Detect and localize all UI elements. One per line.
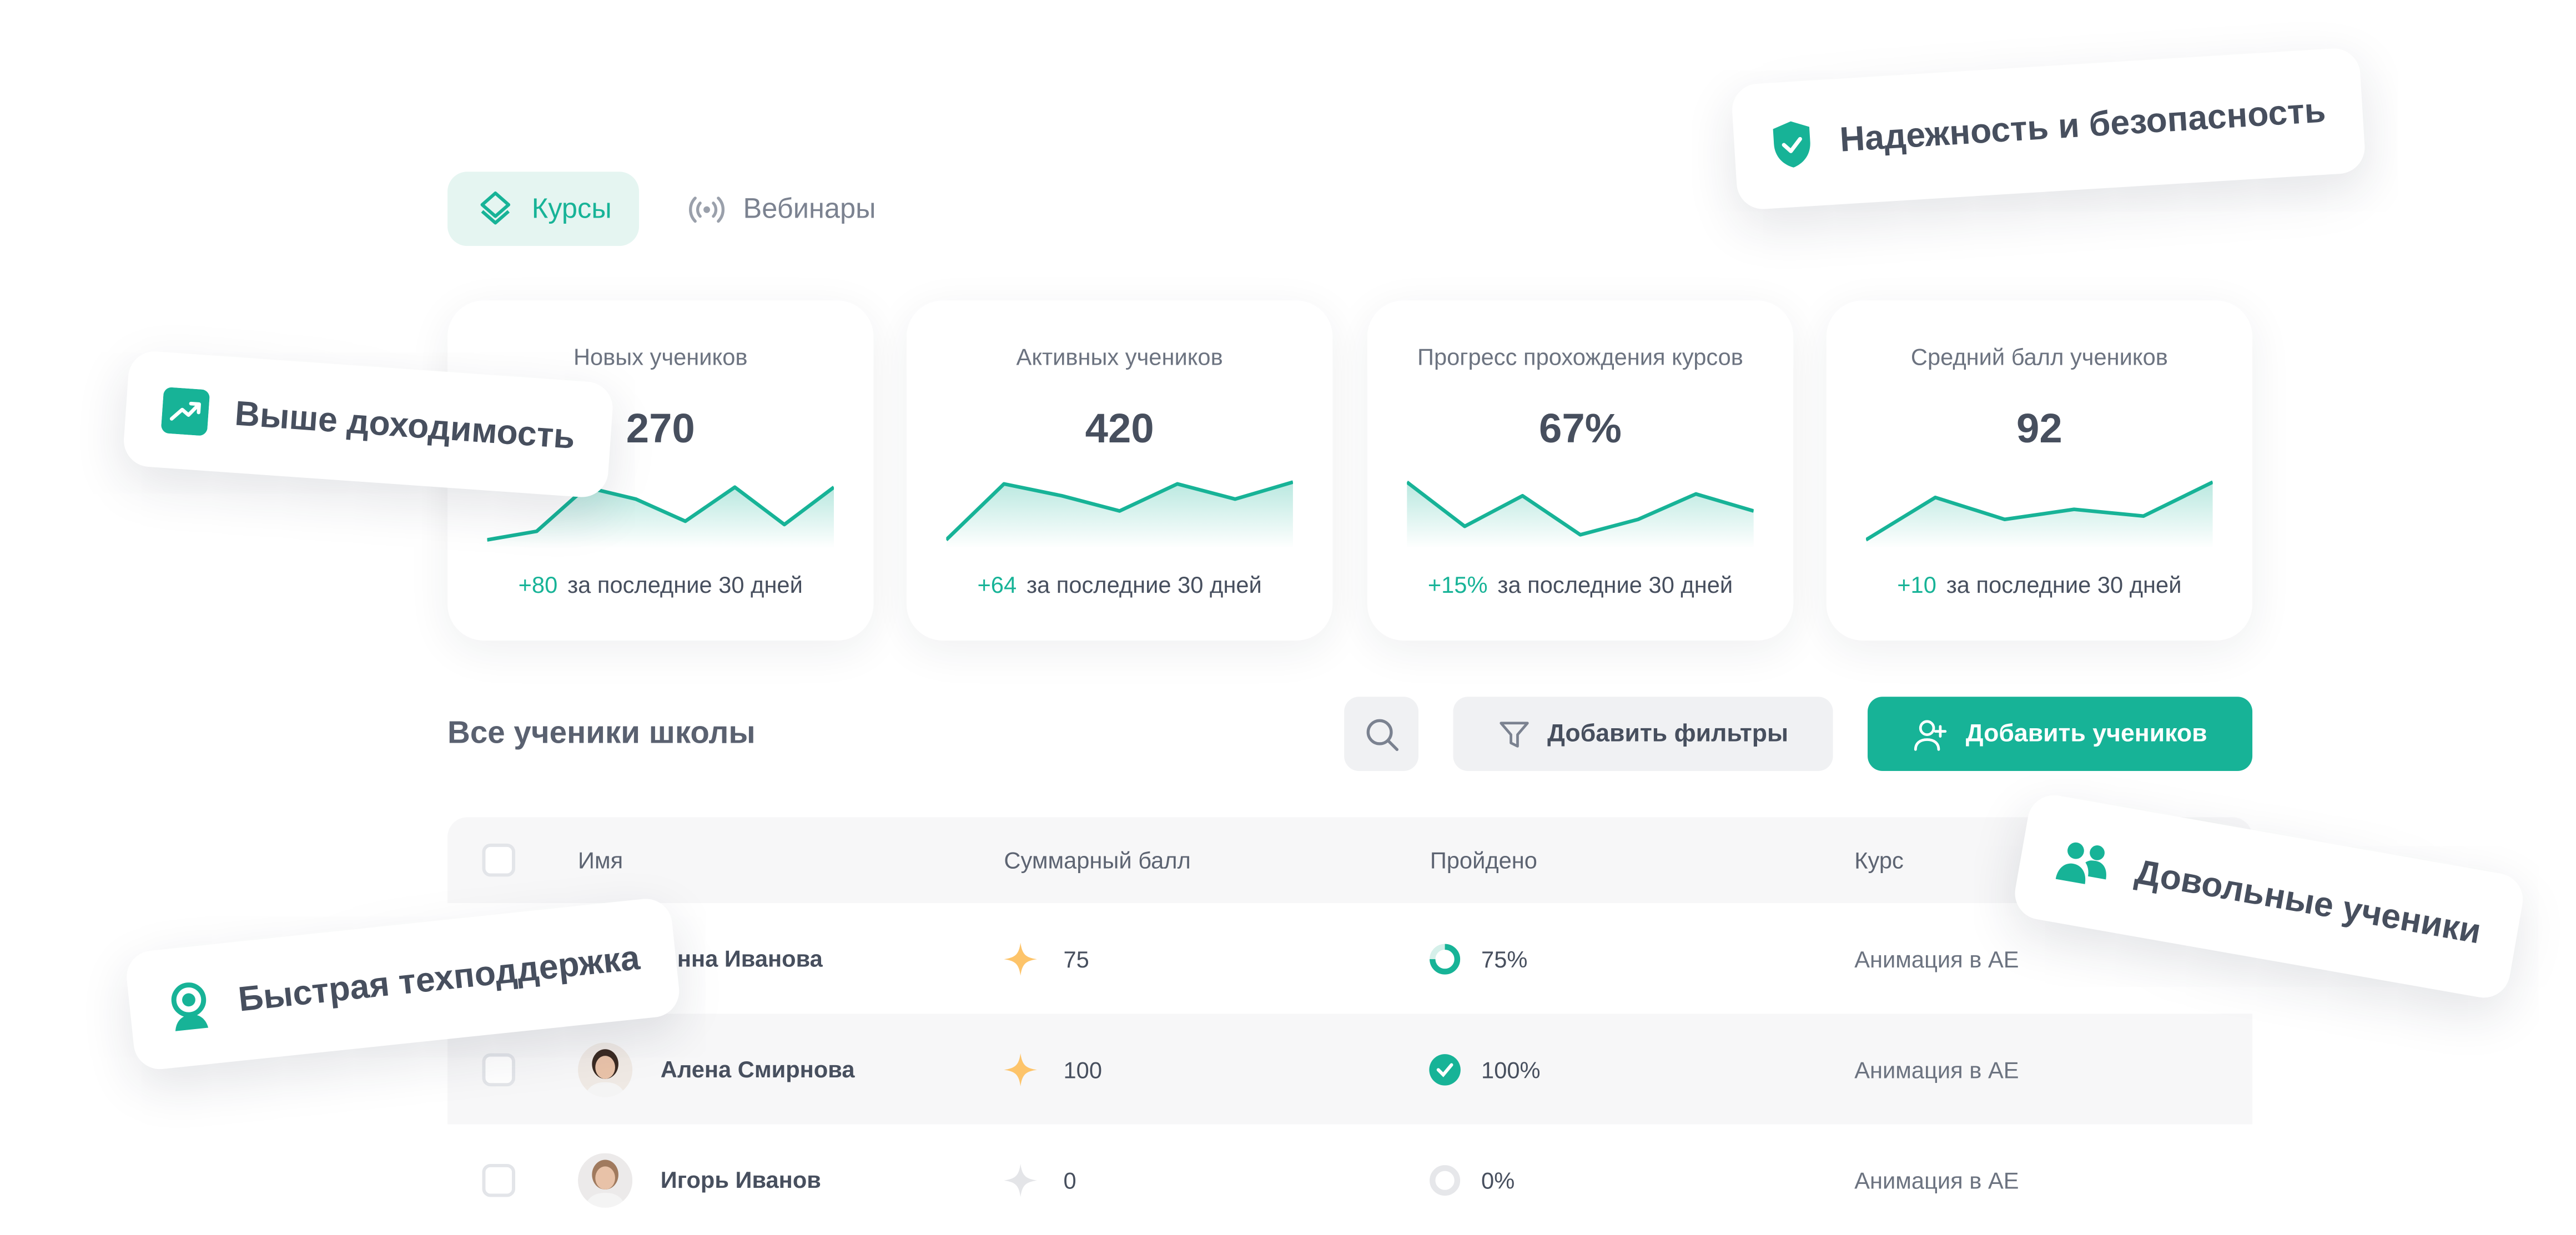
stat-value: 92 [2016,406,2062,452]
sparkline-chart [946,480,1293,548]
sparkline-chart [1866,480,2213,548]
users-icon [2055,842,2106,884]
add-user-icon [1915,719,1948,750]
student-name[interactable]: Анна Иванова [660,945,823,972]
support-agent-icon [171,982,209,1031]
stat-delta: +80 [518,571,558,598]
stat-footer: +10 за последние 30 дней [1827,571,2252,598]
select-all-checkbox[interactable] [482,843,516,877]
stat-card: Новых учеников 270 +80 за последние 30 дн… [447,300,874,641]
add-filters-label: Добавить фильтры [1547,719,1789,748]
badge-support: Быстрая техподдержка [124,896,682,1072]
stat-title: Средний балл учеников [1910,343,2168,370]
sparkline-area [487,487,834,548]
badge-security: Надежность и безопасность [1730,47,2366,211]
add-students-button[interactable]: Добавить учеников [1868,697,2253,772]
column-name[interactable]: Имя [578,846,623,874]
search-button[interactable] [1344,697,1419,772]
add-filters-button[interactable]: Добавить фильтры [1453,697,1833,772]
student-course: Анимация в AE [1854,1056,2019,1082]
broadcast-icon [689,195,724,222]
stat-period: за последние 30 дней [1497,571,1733,598]
trending-up-icon [161,387,210,436]
star-icon [1004,1052,1037,1086]
progress-ring-icon [1430,1164,1461,1195]
progress-ring-icon [1430,943,1461,974]
student-progress: 0% [1481,1166,1515,1193]
table-row[interactable]: Алена Смирнова 100 100% Анимация в AE [447,1014,2253,1125]
students-table: Имя Суммарный балл Пройдено Курс Анна Ив… [447,817,2253,1235]
badge-label: Довольные ученики [2132,853,2484,952]
table-row[interactable]: Анна Иванова 75 75% Анимация в AE [447,903,2252,1014]
stat-delta: +10 [1897,571,1936,598]
stat-period: за последние 30 дней [567,571,803,598]
layers-icon [480,190,511,224]
stat-footer: +15% за последние 30 дней [1367,571,1793,598]
sparkline-area [1407,482,1754,548]
avatar [578,1041,633,1097]
student-progress: 100% [1481,1056,1541,1082]
sparkline-line [487,485,834,542]
students-title: Все ученики школы [447,716,756,752]
student-progress: 75% [1481,945,1528,972]
column-progress[interactable]: Пройдено [1430,846,1537,874]
check-circle-icon [1429,1053,1461,1085]
sparkline-chart [487,485,834,548]
badge-label: Надежность и безопасность [1839,92,2327,160]
tab-webinars[interactable]: Вебинары [687,172,876,246]
stat-card: Средний балл учеников 92 +10 за последние… [1826,300,2253,641]
tab-label: Курсы [531,192,612,224]
student-name[interactable]: Игорь Иванов [660,1166,821,1193]
column-course[interactable]: Курс [1854,846,1904,874]
star-icon [1004,1163,1037,1196]
student-score: 0 [1063,1166,1076,1193]
student-name[interactable]: Алена Смирнова [660,1056,855,1082]
search-icon [1366,718,1398,750]
stat-value: 420 [1085,406,1154,452]
badge-happy: Довольные ученики [2010,791,2527,1002]
sparkline-area [946,482,1293,548]
row-checkbox[interactable] [482,1163,516,1196]
row-checkbox[interactable] [482,1052,516,1086]
stage: Курсы Вебинары Новых учеников 270 +80 за … [122,47,2527,1207]
student-course: Анимация в AE [1854,945,2019,972]
avatar [578,1152,633,1207]
tab-label: Вебинары [743,192,876,224]
sparkline-line [946,480,1293,541]
stat-period: за последние 30 дней [1026,571,1262,598]
filter-icon [1500,720,1529,747]
student-score: 100 [1063,1056,1102,1082]
stat-title: Активных учеников [1016,343,1223,370]
stat-card: Активных учеников 420 +64 за последние 30… [906,300,1333,641]
student-course: Анимация в AE [1854,1166,2019,1193]
sparkline-chart [1407,480,1754,548]
add-students-label: Добавить учеников [1965,719,2207,748]
stat-period: за последние 30 дней [1946,571,2182,598]
column-score[interactable]: Суммарный балл [1004,846,1191,874]
stat-card: Прогресс прохождения курсов 67% +15% за п… [1367,300,1794,641]
student-score: 75 [1063,945,1089,972]
stat-delta: +64 [977,571,1017,598]
sparkline-line [1407,480,1754,537]
sparkline-line [1866,480,2213,542]
stat-footer: +64 за последние 30 дней [907,571,1332,598]
stat-delta: +15% [1427,571,1488,598]
badge-label: Быстрая техподдержка [237,939,642,1020]
stat-footer: +80 за последние 30 дней [447,571,873,598]
stat-value: 270 [626,406,695,452]
stat-title: Прогресс прохождения курсов [1417,343,1743,370]
stat-value: 67% [1539,406,1622,452]
star-icon [1004,941,1037,975]
table-row[interactable]: Игорь Иванов 0 0% Анимация в AE [447,1125,2252,1235]
shield-check-icon [1773,121,1810,168]
tab-courses[interactable]: Курсы [447,172,640,246]
badge-completion: Выше доходимость [122,350,615,499]
stat-title: Новых учеников [573,343,748,370]
badge-label: Выше доходимость [233,395,576,457]
table-header: Имя Суммарный балл Пройдено Курс [447,817,2253,903]
